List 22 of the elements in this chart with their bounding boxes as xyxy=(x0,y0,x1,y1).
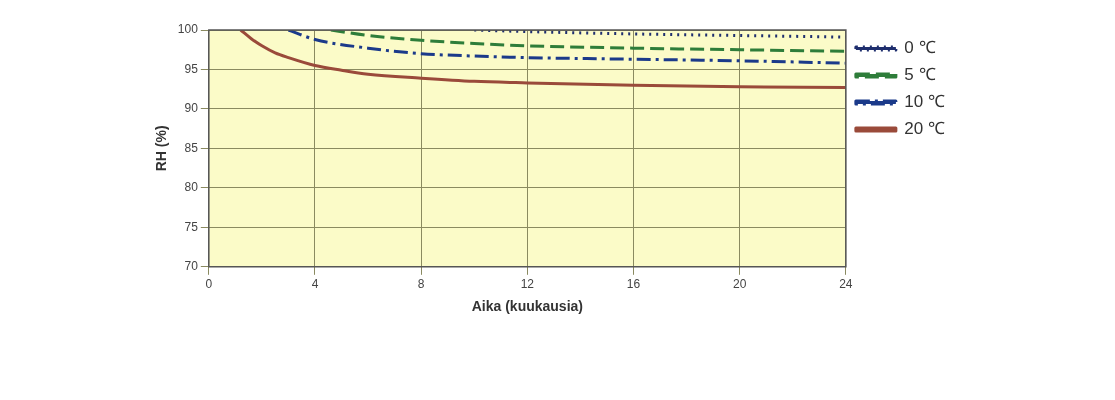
y-tick-label: 90 xyxy=(184,101,199,116)
y-tick-label: 100 xyxy=(177,22,199,37)
line-series xyxy=(239,30,846,90)
line-series xyxy=(329,30,846,53)
x-tick-label: 4 xyxy=(311,277,319,292)
legend-label: 20 ℃ xyxy=(904,119,946,139)
x-tick-label: 8 xyxy=(417,277,425,292)
x-tick-label: 16 xyxy=(626,277,641,292)
y-tick-label: 85 xyxy=(184,140,199,155)
y-tick-label: 75 xyxy=(184,219,199,234)
x-tick-label: 24 xyxy=(839,277,853,292)
x-tick-label: 0 xyxy=(205,277,213,292)
legend-label: 5 ℃ xyxy=(904,65,936,85)
legend-label: 0 ℃ xyxy=(904,38,936,58)
y-tick-label: 80 xyxy=(184,180,199,195)
y-tick-label: 70 xyxy=(184,259,199,274)
y-axis-title: RH (%) xyxy=(153,125,170,172)
y-tick-label: 95 xyxy=(184,61,199,76)
x-tick-label: 20 xyxy=(733,277,747,292)
x-axis-title: Aika (kuukausia) xyxy=(471,298,583,315)
legend-label: 10 ℃ xyxy=(904,92,946,112)
x-tick-label: 12 xyxy=(520,277,535,292)
